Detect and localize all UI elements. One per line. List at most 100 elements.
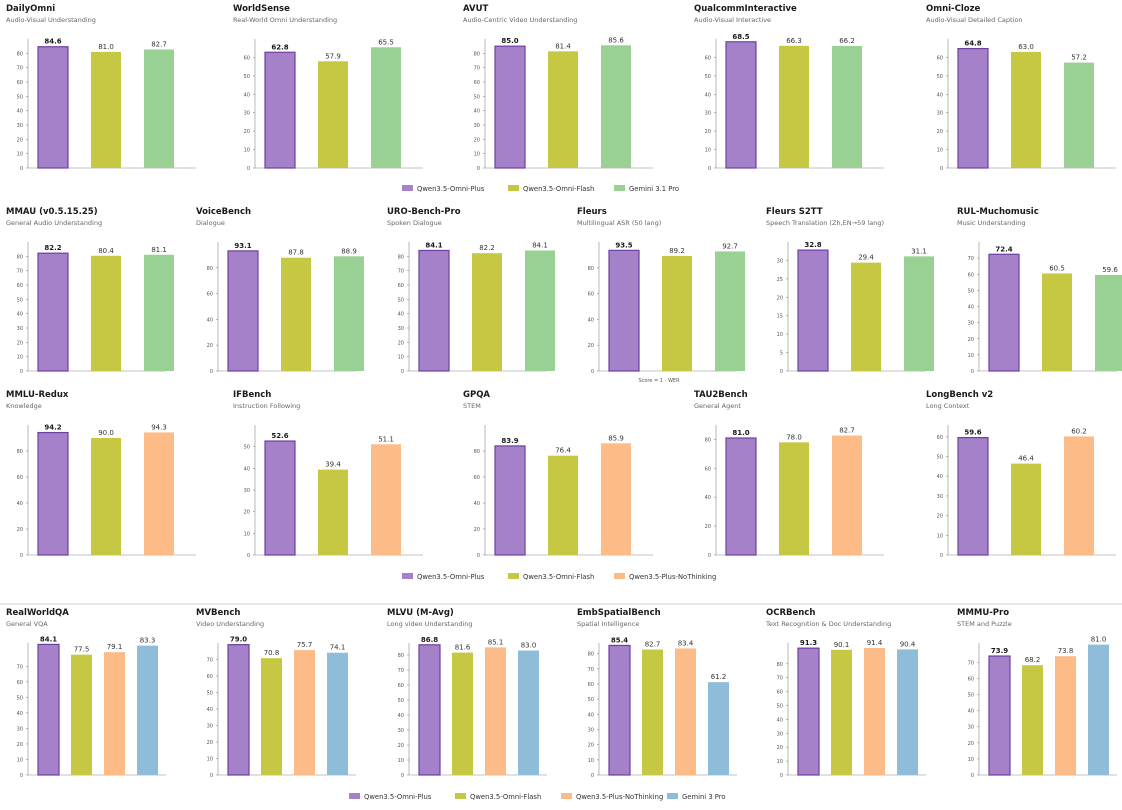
y-tick-label: 60	[17, 475, 23, 481]
bar-value-label: 83.0	[521, 642, 537, 650]
bar-value-label: 81.0	[98, 43, 114, 51]
y-tick-label: 70	[207, 658, 213, 664]
y-tick-label: 30	[937, 111, 943, 117]
bar-value-label: 76.4	[555, 447, 571, 455]
y-tick-label: 30	[17, 326, 23, 332]
chart-subtitle: Audio-Visual Interactive	[694, 16, 771, 24]
bar-value-label: 85.4	[611, 636, 628, 644]
y-tick-label: 30	[968, 725, 974, 731]
y-tick-label: 30	[937, 494, 943, 500]
chart-ocrbench: OCRBench Text Recognition & Doc Understan…	[765, 608, 926, 779]
bar-gemini-3-1-pro	[371, 47, 401, 168]
bar-value-label: 46.4	[1018, 455, 1034, 463]
y-tick-label: 0	[591, 773, 594, 779]
chart-title: AVUT	[463, 4, 488, 14]
bar-gemini-3-pro	[1088, 644, 1109, 775]
y-tick-label: 50	[705, 74, 711, 80]
y-tick-label: 20	[398, 743, 404, 749]
y-tick-label: 60	[17, 283, 23, 289]
y-tick-label: 40	[777, 717, 783, 723]
bar-qwen3-5-omni-flash	[851, 262, 881, 371]
bar-qwen3-5-omni-plus	[957, 47, 989, 169]
y-tick-label: 30	[398, 326, 404, 332]
y-tick-label: 30	[17, 726, 23, 732]
chart-subtitle: Real-World Omni Understanding	[233, 16, 337, 24]
bar-value-label: 83.4	[678, 639, 694, 647]
bar-value-label: 83.9	[501, 437, 518, 445]
chart-uro-bench-pro: URO-Bench-Pro Spoken Dialogue 0 10 20 30 40 50 6…	[387, 207, 555, 375]
bar-qwen3-5-omni-plus	[957, 437, 989, 556]
bar-value-label: 51.1	[378, 435, 394, 443]
y-tick-label: 0	[971, 369, 974, 375]
y-tick-label: 60	[968, 272, 974, 278]
bar-gemini-3-1-pro	[904, 256, 934, 371]
bar-value-label: 94.3	[151, 423, 167, 431]
chart-subtitle: Video Understanding	[196, 620, 264, 628]
bar-value-label: 85.1	[488, 638, 504, 646]
y-tick-label: 10	[398, 355, 404, 361]
y-tick-label: 80	[705, 437, 711, 443]
y-tick-label: 80	[588, 266, 594, 272]
bar-gemini-3-1-pro	[601, 45, 631, 168]
y-tick-label: 60	[474, 475, 480, 481]
bar-gemini-3-1-pro	[1095, 274, 1122, 371]
bar-value-label: 61.2	[711, 673, 727, 681]
bar-value-label: 70.8	[264, 649, 280, 657]
bar-qwen3-5-plus-nothinking	[1064, 436, 1094, 555]
y-tick-label: 0	[401, 369, 404, 375]
y-tick-label: 0	[477, 166, 480, 172]
chart-mvbench: MVBench Video Understanding 0 10 20 30 40 50 60 7…	[196, 608, 356, 779]
y-tick-label: 60	[968, 676, 974, 682]
y-tick-label: 20	[937, 514, 943, 520]
bar-value-label: 77.5	[74, 646, 90, 654]
y-tick-label: 20	[777, 745, 783, 751]
y-tick-label: 70	[968, 256, 974, 262]
legend-swatch-qwen3-5-plus-nothinking	[561, 793, 572, 799]
y-tick-label: 60	[398, 283, 404, 289]
legend-label: Gemini 3 Pro	[682, 793, 726, 801]
legend-label: Qwen3.5-Omni-Flash	[470, 793, 541, 801]
chart-realworldqa: RealWorldQA General VQA 0 10 20 30 40 50 60 70 84.…	[6, 608, 166, 779]
y-tick-label: 40	[937, 92, 943, 98]
chart-title: DailyOmni	[6, 4, 55, 14]
bar-value-label: 94.2	[44, 424, 61, 432]
y-tick-label: 60	[777, 690, 783, 696]
y-tick-label: 0	[247, 166, 250, 172]
y-tick-label: 0	[20, 553, 23, 559]
bar-value-label: 82.7	[645, 641, 661, 649]
bar-qwen3-5-omni-plus	[725, 41, 757, 169]
bar-qwen3-5-plus-nothinking	[832, 435, 862, 555]
y-tick-label: 20	[474, 527, 480, 533]
y-tick-label: 40	[244, 466, 250, 472]
y-tick-label: 20	[207, 343, 213, 349]
legend-swatch-qwen3-5-omni-plus	[349, 793, 360, 799]
bar-gemini-3-pro	[708, 682, 729, 775]
y-tick-label: 20	[705, 129, 711, 135]
y-tick-label: 10	[705, 148, 711, 154]
bar-qwen3-5-omni-flash	[91, 438, 121, 555]
bar-qwen3-5-omni-plus	[608, 249, 640, 372]
chart-title: MMMU-Pro	[957, 608, 1009, 618]
y-tick-label: 20	[474, 137, 480, 143]
bar-qwen3-5-omni-flash	[662, 255, 692, 371]
bar-qwen3-5-omni-plus	[988, 655, 1011, 776]
y-tick-label: 20	[17, 742, 23, 748]
bar-value-label: 32.8	[804, 241, 821, 249]
legend-swatch-gemini-3-1-pro	[614, 185, 625, 191]
y-tick-label: 80	[588, 652, 594, 658]
bar-qwen3-5-plus-nothinking	[675, 648, 696, 775]
legend-label: Qwen3.5-Omni-Plus	[364, 793, 432, 801]
bar-value-label: 29.4	[858, 254, 874, 262]
legend-label: Qwen3.5-Plus-NoThinking	[629, 573, 716, 581]
y-tick-label: 25	[777, 277, 783, 283]
y-tick-label: 40	[968, 709, 974, 715]
bar-qwen3-5-plus-nothinking	[601, 443, 631, 555]
bar-value-label: 85.6	[608, 36, 624, 44]
y-tick-label: 80	[474, 449, 480, 455]
chart-title: Fleurs S2TT	[766, 207, 823, 217]
y-tick-label: 40	[705, 92, 711, 98]
bar-qwen3-5-omni-flash	[91, 255, 121, 371]
bar-value-label: 85.9	[608, 434, 624, 442]
bar-value-label: 74.1	[330, 644, 346, 652]
y-tick-label: 40	[398, 713, 404, 719]
